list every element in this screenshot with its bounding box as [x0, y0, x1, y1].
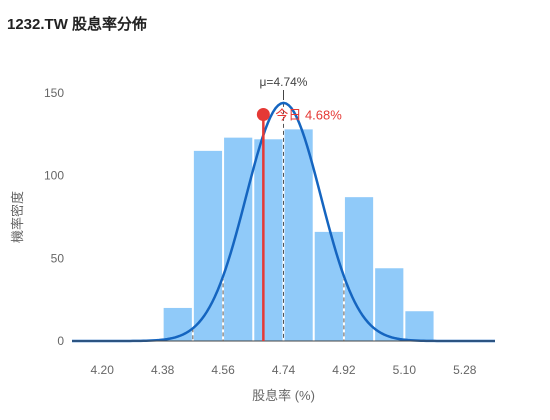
- x-axis-title: 股息率 (%): [252, 388, 315, 403]
- y-axis-title: 機率密度: [10, 191, 25, 243]
- x-tick-label: 4.92: [332, 363, 356, 377]
- histogram-bar: [224, 137, 253, 341]
- today-label: 今日 4.68%: [275, 107, 342, 122]
- y-tick-label: 100: [44, 169, 64, 183]
- histogram-bar: [254, 139, 283, 341]
- x-tick-label: 4.56: [211, 363, 235, 377]
- y-tick-label: 50: [51, 251, 65, 265]
- chart-title: 1232.TW 股息率分佈: [7, 16, 148, 33]
- today-marker: [256, 107, 270, 121]
- x-axis-ticks: 4.20 4.38 4.56 4.74 4.92 5.10 5.28: [91, 363, 477, 377]
- y-tick-label: 150: [44, 86, 64, 100]
- histogram-bar: [405, 311, 434, 341]
- x-tick-label: 4.74: [272, 363, 296, 377]
- y-tick-label: 0: [57, 334, 64, 348]
- x-tick-label: 5.10: [393, 363, 417, 377]
- y-axis-ticks: 0 50 100 150: [44, 86, 64, 348]
- histogram-bar: [314, 231, 343, 341]
- histogram-bar: [344, 197, 374, 341]
- histogram-bars: [163, 129, 434, 341]
- histogram-bar: [284, 129, 313, 341]
- histogram-bar: [193, 150, 223, 341]
- x-tick-label: 5.28: [453, 363, 477, 377]
- mean-label: μ=4.74%: [260, 75, 308, 89]
- histogram-bar: [375, 268, 404, 341]
- x-tick-label: 4.38: [151, 363, 175, 377]
- x-tick-label: 4.20: [91, 363, 115, 377]
